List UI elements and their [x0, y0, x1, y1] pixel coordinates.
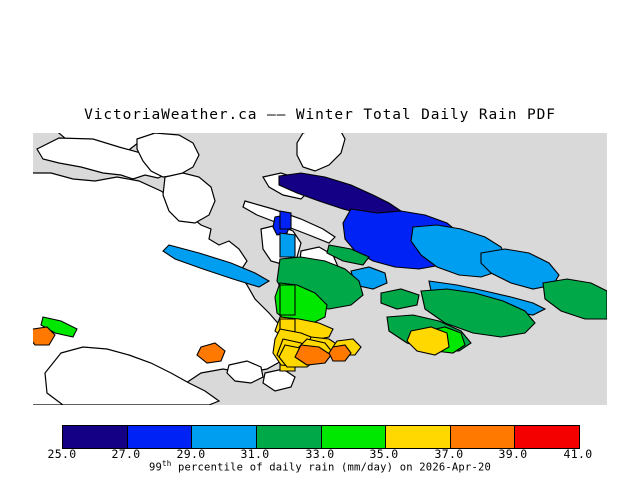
- contour-band-37-39-dot-c: [33, 326, 56, 346]
- contour-band-37-39-dot-a: [328, 344, 352, 362]
- contour-band-31-33-sliver-b: [380, 288, 420, 310]
- colorbar-tick-labels: 25.0 27.0 29.0 31.0 33.0 35.0 37.0 39.0 …: [0, 447, 640, 461]
- colorbar-tick-3: 31.0: [240, 447, 270, 461]
- map-svg: [33, 133, 607, 405]
- contour-band-group: [33, 172, 607, 372]
- colorbar-segment-2[interactable]: [192, 426, 257, 448]
- colorbar-tick-1: 27.0: [111, 447, 141, 461]
- colorbar-tick-0: 25.0: [47, 447, 77, 461]
- contour-band-33-35-sliver: [40, 316, 78, 338]
- colorbar-tick-8: 41.0: [563, 447, 593, 461]
- land-small-island-south-a: [226, 360, 264, 384]
- colorbar-segment-1[interactable]: [127, 426, 193, 448]
- colorbar-segment-6[interactable]: [450, 426, 516, 448]
- land-island-upper-left-b: [162, 172, 216, 224]
- colorbar-segment-3[interactable]: [256, 426, 322, 448]
- colorbar-tick-5: 35.0: [369, 447, 399, 461]
- colorbar-segment-0[interactable]: [63, 426, 128, 448]
- contour-band-31-33-right-edge: [542, 278, 607, 320]
- caption-prefix: 99: [148, 461, 163, 474]
- contour-band-37-39-dot-b: [196, 342, 226, 364]
- colorbar-caption: 99th percentile of daily rain (mm/day) o…: [0, 459, 640, 474]
- page-title: VictoriaWeather.ca —— Winter Total Daily…: [84, 107, 556, 123]
- land-island-north-right: [296, 133, 346, 172]
- colorbar-segment-4[interactable]: [321, 426, 387, 448]
- caption-rest: percentile of daily rain (mm/day) on 202…: [171, 461, 492, 474]
- colorbar-tick-2: 29.0: [176, 447, 206, 461]
- colorbar-tick-4: 33.0: [305, 447, 335, 461]
- contour-band-35-37-island-se: [406, 326, 450, 356]
- colorbar-tick-7: 39.0: [498, 447, 528, 461]
- colorbar-segment-5[interactable]: [386, 426, 451, 448]
- map-canvas[interactable]: [33, 133, 607, 405]
- contour-band-37-39-southwest-tip: [294, 344, 332, 366]
- colorbar-tick-6: 37.0: [434, 447, 464, 461]
- contour-band-31-33-sliver-a: [326, 244, 370, 266]
- colorbar[interactable]: [62, 425, 580, 449]
- colorbar-segment-7[interactable]: [515, 426, 579, 448]
- land-south-peninsula-white: [44, 346, 221, 405]
- caption-superscript: th: [162, 459, 172, 468]
- contour-band-33-35-strip: [279, 284, 296, 316]
- land-island-upper-left-a: [136, 133, 200, 178]
- contour-band-31-33-east-large: [420, 288, 536, 338]
- contour-band-29-31-west: [279, 232, 296, 258]
- contour-band-29-31-lagoon: [162, 244, 271, 288]
- land-northwest-peninsula: [36, 137, 170, 180]
- contour-band-27-29-strip: [279, 210, 292, 230]
